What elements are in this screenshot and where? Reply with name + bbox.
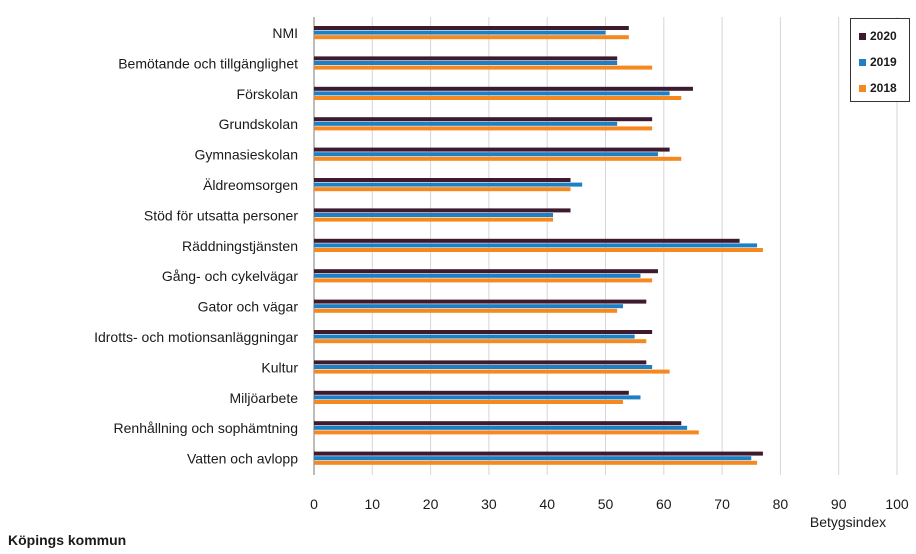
bar-2018	[314, 430, 699, 435]
bar-2018	[314, 217, 554, 222]
bar-2020	[314, 86, 693, 91]
bar-2020	[314, 360, 647, 365]
category-label: Förskolan	[237, 86, 298, 102]
category-label: Kultur	[261, 359, 298, 375]
bar-2019	[314, 213, 554, 217]
x-axis-label: Betygsindex	[810, 514, 886, 530]
category-label: Gång- och cykelvägar	[162, 268, 299, 284]
chart-legend: 2020 2019 2018	[850, 18, 910, 102]
category-label: NMI	[272, 25, 298, 41]
x-tick-label: 30	[481, 496, 497, 512]
bar-2020	[314, 56, 618, 61]
x-tick-label: 20	[423, 496, 439, 512]
x-tick-label: 100	[885, 496, 909, 512]
x-tick-label: 40	[539, 496, 555, 512]
bar-2019	[314, 91, 670, 96]
x-tick-label: 50	[598, 496, 614, 512]
bar-2020	[314, 390, 629, 395]
bar-2018	[314, 156, 682, 161]
category-label: Idrotts- och motionsanläggningar	[94, 329, 298, 345]
bar-2018	[314, 339, 647, 344]
bar-2019	[314, 365, 653, 369]
x-tick-label: 90	[831, 496, 847, 512]
category-label: Grundskolan	[219, 116, 298, 132]
legend-item-2019: 2019	[859, 55, 897, 69]
category-label: Vatten och avlopp	[187, 451, 298, 467]
bar-2018	[314, 248, 763, 252]
category-label: Äldreomsorgen	[203, 177, 298, 193]
bar-2019	[314, 395, 641, 400]
bar-2018	[314, 400, 623, 404]
legend-swatch	[859, 33, 866, 41]
bar-2020	[314, 117, 653, 122]
bar-2018	[314, 65, 653, 70]
x-tick-label: 10	[365, 496, 381, 512]
bar-2018	[314, 369, 670, 374]
bar-2018	[314, 278, 653, 283]
x-tick-labels: 0 10 20 30 40 50 60 70 80 90 100	[310, 496, 909, 512]
category-labels: NMI Bemötande och tillgänglighet Förskolan…	[94, 25, 298, 467]
bar-2020	[314, 238, 740, 243]
bar-2018	[314, 35, 629, 40]
x-tick-label: 80	[773, 496, 789, 512]
bar-2020	[314, 178, 571, 182]
bar-2020	[314, 208, 571, 213]
x-tick-label: 60	[656, 496, 672, 512]
bar-2018	[314, 187, 571, 192]
legend-item-2020: 2020	[859, 29, 897, 43]
bar-2020	[314, 26, 629, 30]
bar-2020	[314, 299, 647, 304]
legend-label: 2019	[870, 55, 897, 69]
bar-2019	[314, 182, 583, 187]
bars	[314, 26, 763, 465]
bar-2019	[314, 61, 618, 65]
bar-2020	[314, 330, 653, 334]
bar-2019	[314, 30, 606, 35]
bar-2019	[314, 425, 688, 430]
bar-2018	[314, 126, 653, 131]
category-label: Miljöarbete	[230, 390, 299, 406]
bar-2019	[314, 456, 752, 461]
bar-2020	[314, 421, 682, 426]
bar-2020	[314, 147, 670, 152]
category-label: Renhållning och sophämtning	[114, 420, 298, 436]
legend-item-2018: 2018	[859, 81, 897, 95]
category-label: Gator och vägar	[198, 299, 299, 315]
bar-2018	[314, 460, 758, 465]
bar-2019	[314, 152, 658, 157]
bar-2018	[314, 96, 682, 100]
bar-2018	[314, 308, 618, 313]
category-label: Räddningstjänsten	[182, 238, 298, 254]
bar-2020	[314, 451, 763, 456]
bar-2019	[314, 243, 758, 248]
bar-2019	[314, 334, 635, 339]
x-tick-label: 70	[714, 496, 730, 512]
legend-label: 2020	[870, 29, 897, 43]
category-label: Gymnasieskolan	[195, 147, 299, 163]
bar-2019	[314, 121, 618, 126]
bar-2019	[314, 304, 623, 309]
legend-swatch	[859, 85, 866, 93]
bar-2020	[314, 269, 658, 274]
legend-swatch	[859, 59, 866, 67]
category-label: Stöd för utsatta personer	[144, 207, 298, 223]
footer-source: Köpings kommun	[8, 532, 127, 548]
category-label: Bemötande och tillgänglighet	[118, 55, 298, 71]
bar-2019	[314, 273, 641, 278]
legend-label: 2018	[870, 81, 897, 95]
x-tick-label: 0	[310, 496, 318, 512]
